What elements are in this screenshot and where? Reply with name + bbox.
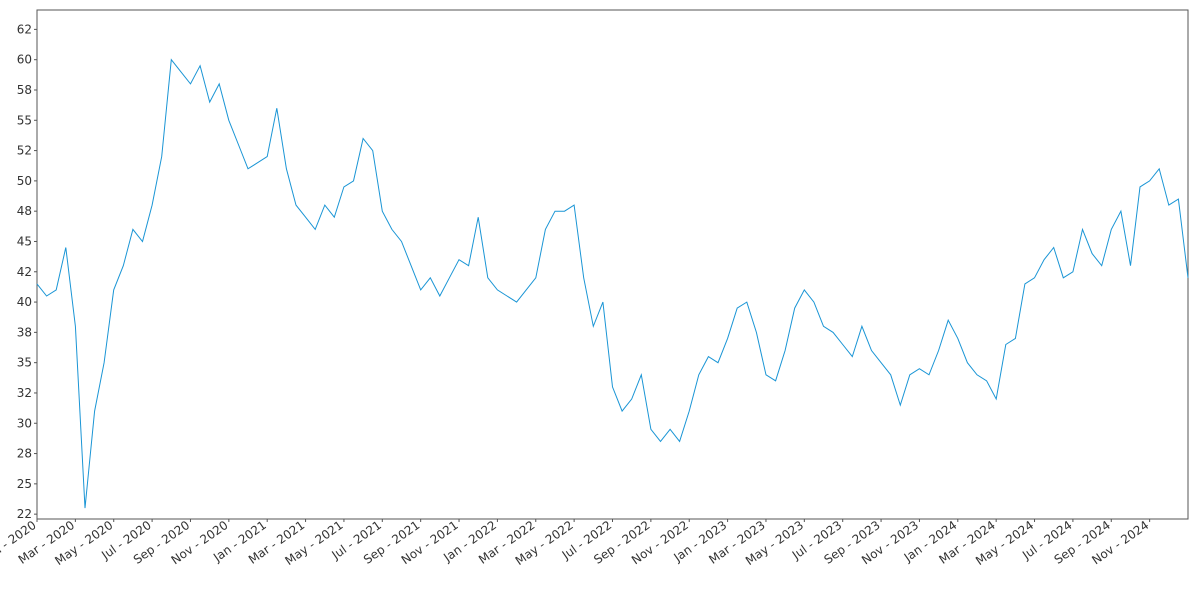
y-tick-label: 35 [17, 356, 32, 370]
y-tick-label: 28 [17, 447, 32, 461]
y-tick-label: 58 [17, 83, 32, 97]
y-tick-label: 45 [17, 234, 32, 248]
y-tick-label: 50 [17, 174, 32, 188]
y-tick-label: 30 [17, 416, 32, 430]
y-tick-label: 48 [17, 204, 32, 218]
plot-frame [36, 9, 1189, 520]
y-tick-label: 32 [17, 386, 32, 400]
y-tick-label: 55 [17, 113, 32, 127]
y-tick-label: 22 [17, 507, 32, 521]
y-tick-label: 25 [17, 477, 32, 491]
y-tick-label: 42 [17, 265, 32, 279]
y-tick-label: 38 [17, 325, 32, 339]
y-tick-label: 62 [17, 22, 32, 36]
y-tick-label: 60 [17, 53, 32, 67]
y-tick-label: 40 [17, 295, 32, 309]
y-tick-label: 52 [17, 144, 32, 158]
series-line [36, 58, 1189, 509]
